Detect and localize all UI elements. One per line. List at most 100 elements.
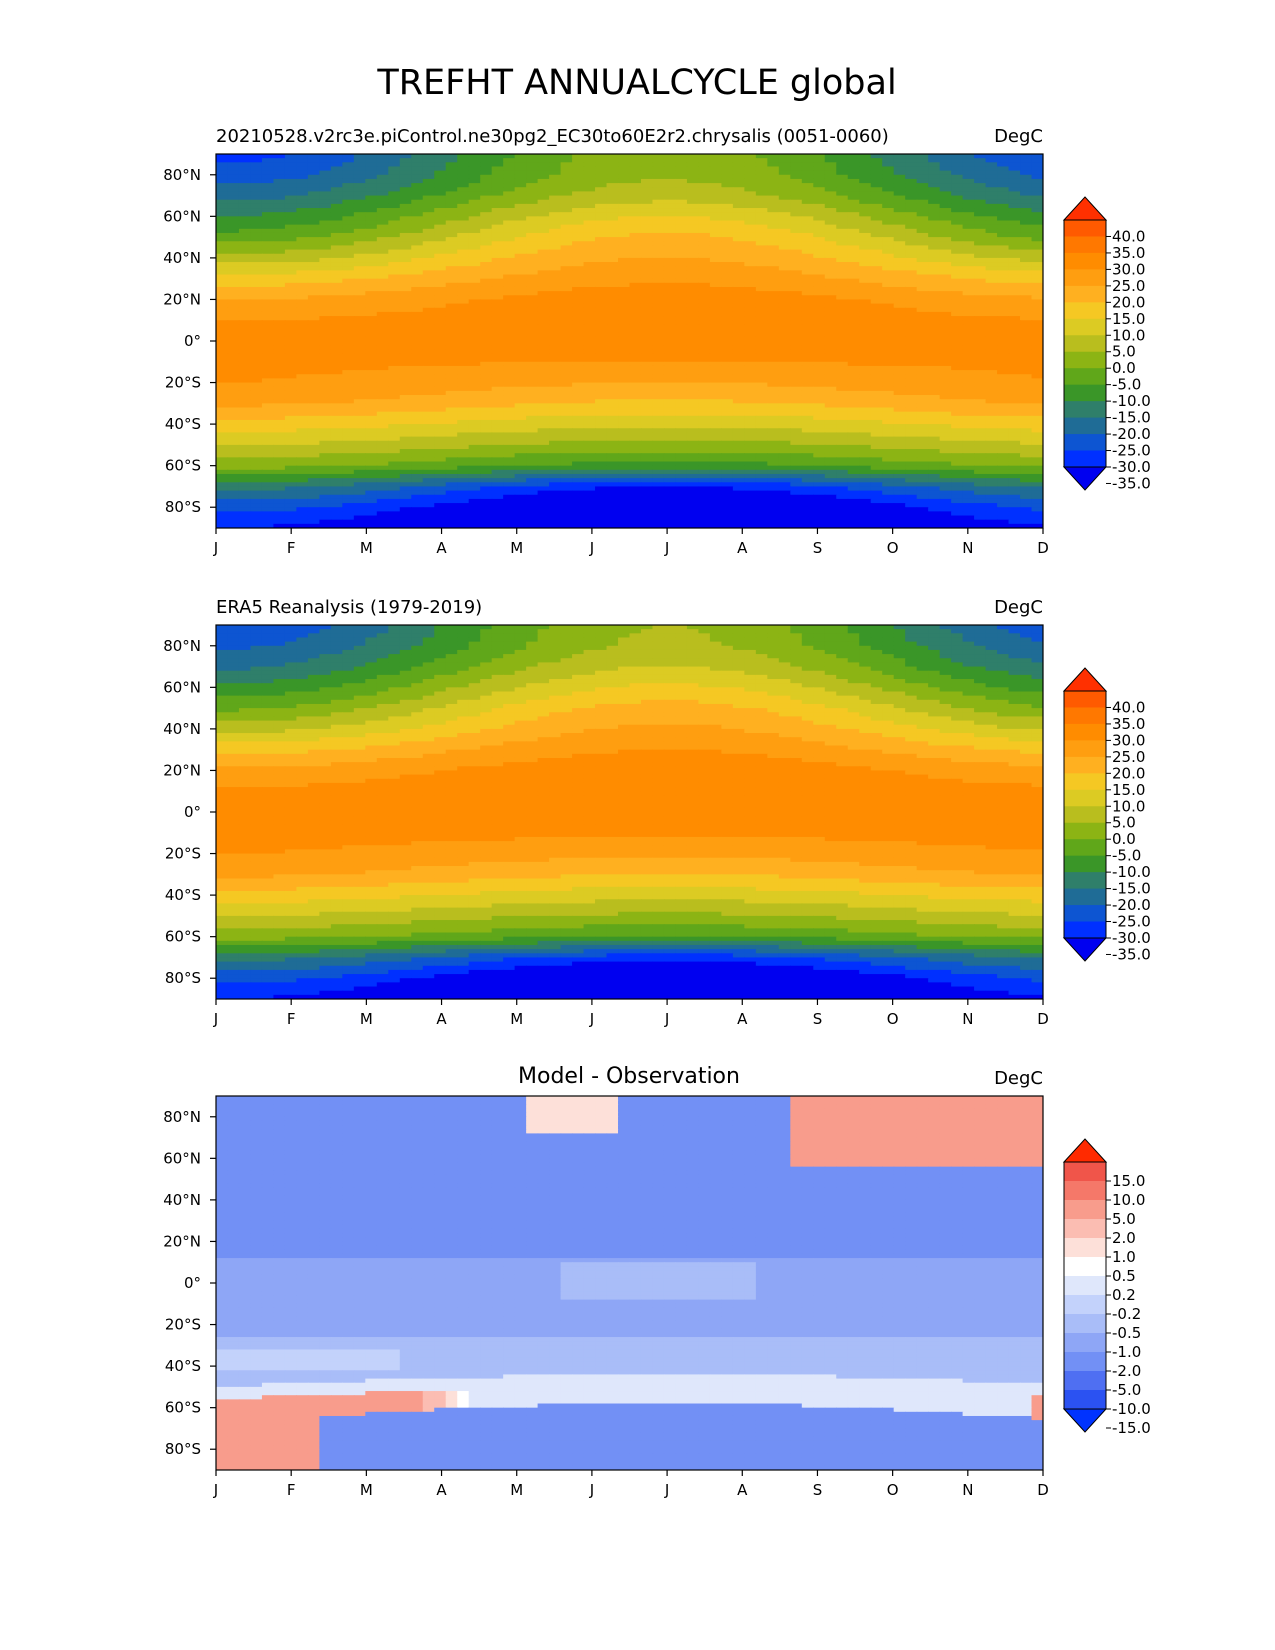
field-cell bbox=[216, 278, 229, 284]
field-cell bbox=[1020, 232, 1033, 238]
field-cell bbox=[997, 395, 1010, 400]
field-cell bbox=[457, 328, 470, 334]
field-cell bbox=[790, 203, 803, 209]
field-cell bbox=[629, 249, 642, 255]
field-cell bbox=[273, 199, 286, 205]
field-cell bbox=[916, 382, 929, 388]
field-cell bbox=[618, 278, 631, 284]
field-cell bbox=[227, 332, 240, 338]
field-cell bbox=[376, 162, 389, 168]
field-cell bbox=[618, 282, 631, 288]
field-cell bbox=[939, 299, 952, 305]
field-cell bbox=[388, 162, 401, 168]
field-cell bbox=[296, 249, 309, 255]
field-cell bbox=[974, 154, 987, 159]
field-cell bbox=[296, 345, 309, 350]
field-cell bbox=[595, 174, 608, 180]
field-cell bbox=[893, 361, 906, 367]
field-cell bbox=[859, 249, 872, 255]
field-cell bbox=[698, 220, 711, 226]
field-cell bbox=[422, 370, 435, 375]
field-cell bbox=[824, 220, 837, 226]
field-cell bbox=[526, 154, 539, 159]
field-cell bbox=[434, 174, 447, 180]
field-cell bbox=[951, 208, 964, 213]
field-cell bbox=[1031, 199, 1043, 205]
field-cell bbox=[422, 282, 435, 288]
field-cell bbox=[330, 424, 343, 429]
field-cell bbox=[284, 357, 298, 363]
field-cell bbox=[411, 220, 424, 226]
field-cell bbox=[526, 249, 539, 255]
field-cell bbox=[962, 424, 975, 429]
field-cell bbox=[732, 154, 745, 159]
field-cell bbox=[514, 365, 527, 371]
field-cell bbox=[399, 303, 412, 309]
field-cell bbox=[273, 378, 286, 384]
field-cell bbox=[663, 220, 677, 226]
field-cell bbox=[606, 178, 619, 184]
field-cell bbox=[1008, 286, 1021, 292]
field-cell bbox=[606, 237, 619, 242]
field-cell bbox=[905, 162, 918, 168]
field-cell bbox=[709, 378, 722, 384]
field-cell bbox=[962, 345, 975, 350]
field-cell bbox=[376, 178, 389, 184]
field-cell bbox=[572, 208, 585, 213]
field-cell bbox=[319, 178, 332, 184]
field-cell bbox=[939, 415, 952, 421]
field-cell bbox=[296, 282, 309, 288]
field-cell bbox=[503, 158, 516, 163]
field-cell bbox=[675, 257, 688, 263]
field-cell bbox=[836, 419, 849, 425]
field-cell bbox=[388, 212, 401, 217]
field-cell bbox=[870, 403, 883, 409]
field-cell bbox=[365, 407, 378, 413]
field-cell bbox=[985, 199, 998, 205]
field-cell bbox=[560, 328, 573, 334]
field-cell bbox=[319, 307, 332, 313]
field-cell bbox=[675, 224, 688, 230]
field-cell bbox=[790, 370, 803, 375]
field-cell bbox=[457, 324, 470, 330]
field-cell bbox=[307, 411, 320, 417]
field-cell bbox=[296, 274, 309, 280]
field-cell bbox=[755, 245, 768, 251]
field-cell bbox=[686, 307, 700, 313]
field-cell bbox=[549, 212, 562, 217]
field-cell bbox=[801, 432, 814, 438]
field-cell bbox=[227, 208, 240, 213]
field-cell bbox=[422, 257, 435, 263]
field-cell bbox=[709, 374, 722, 379]
field-cell bbox=[457, 162, 470, 168]
field-cell bbox=[583, 332, 596, 338]
field-cell bbox=[238, 336, 252, 342]
field-cell bbox=[790, 237, 803, 242]
field-cell bbox=[572, 295, 585, 301]
field-cell bbox=[801, 341, 814, 346]
field-cell bbox=[939, 187, 952, 192]
field-cell bbox=[801, 390, 814, 396]
field-cell bbox=[698, 195, 711, 201]
field-cell bbox=[951, 166, 964, 172]
field-cell bbox=[526, 307, 539, 313]
field-cell bbox=[342, 166, 355, 172]
field-cell bbox=[353, 345, 366, 350]
field-cell bbox=[893, 158, 906, 163]
field-cell bbox=[388, 399, 401, 404]
field-cell bbox=[457, 336, 470, 342]
field-cell bbox=[353, 349, 366, 355]
field-cell bbox=[606, 291, 619, 296]
field-cell bbox=[365, 266, 378, 271]
field-cell bbox=[365, 249, 378, 255]
field-cell bbox=[916, 316, 929, 321]
field-cell bbox=[882, 361, 895, 367]
field-cell bbox=[732, 228, 745, 234]
field-cell bbox=[388, 345, 401, 350]
field-cell bbox=[284, 203, 298, 209]
field-cell bbox=[974, 395, 987, 400]
field-cell bbox=[399, 382, 412, 388]
field-cell bbox=[468, 311, 481, 317]
field-cell bbox=[457, 253, 470, 259]
field-cell bbox=[434, 286, 447, 292]
